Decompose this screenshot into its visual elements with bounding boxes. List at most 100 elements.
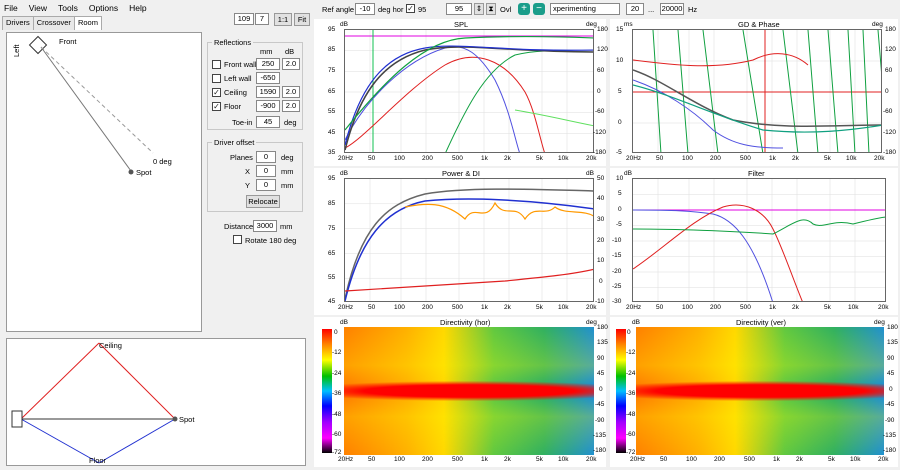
- planes-label: Planes: [230, 153, 253, 162]
- power-yl-tick: 45: [328, 298, 336, 305]
- relocate-button[interactable]: Relocate: [246, 195, 280, 208]
- x-tick: 500: [744, 456, 755, 463]
- x-tick: 200: [714, 456, 725, 463]
- dir-yr-tick: 90: [887, 355, 895, 362]
- x-tick: 50: [368, 304, 376, 311]
- freq-max-field[interactable]: 20000: [660, 3, 684, 15]
- minus-icon[interactable]: −: [533, 3, 545, 15]
- x-unit: mm: [281, 167, 294, 176]
- x-tick: 50: [656, 155, 664, 162]
- x-tick: 1k: [481, 155, 488, 162]
- floor-checkbox[interactable]: ✓: [212, 102, 221, 111]
- front-wall-mm-field[interactable]: 250: [256, 58, 280, 70]
- dir-hor-unit-left: dB: [340, 319, 348, 326]
- plus-icon[interactable]: +: [518, 3, 530, 15]
- filter-title: Filter: [748, 169, 765, 178]
- tab-room[interactable]: Room: [73, 16, 102, 30]
- project-name-field[interactable]: xperimenting: [550, 3, 620, 15]
- gd-yl-tick: -5: [616, 149, 622, 156]
- menu-view[interactable]: View: [28, 3, 47, 13]
- gd-yr-tick: -60: [883, 108, 893, 115]
- front-wall-checkbox[interactable]: [212, 60, 221, 69]
- menu-options[interactable]: Options: [88, 3, 119, 13]
- scale-tick: -48: [626, 411, 636, 418]
- spl-yl-tick: 35: [328, 149, 336, 156]
- ceiling-db-field[interactable]: 2.0: [282, 86, 300, 98]
- x-tick: 20Hz: [630, 456, 646, 463]
- tab-crossover[interactable]: Crossover: [32, 16, 75, 30]
- tab-drivers[interactable]: Drivers: [2, 16, 34, 30]
- x-tick: 20Hz: [626, 155, 642, 162]
- spl-yl-tick: 45: [328, 129, 336, 136]
- scale-tick: -60: [626, 431, 636, 438]
- rotate-checkbox[interactable]: [233, 235, 242, 244]
- x-tick: 2k: [504, 456, 511, 463]
- floor-mm-field[interactable]: -900: [256, 100, 280, 112]
- dir-ver-colorbar: [616, 329, 626, 453]
- gd-unit-left: ms: [624, 21, 633, 28]
- freq-min-field[interactable]: 20: [626, 3, 644, 15]
- directivity-ver-chart[interactable]: Directivity (ver) dB deg 0 -12 -24 -36 -…: [610, 317, 898, 467]
- zoom-b-field[interactable]: 7: [255, 13, 269, 25]
- fit-button[interactable]: Fit: [294, 13, 310, 26]
- range-dots: ...: [648, 5, 655, 14]
- gd-unit-right: deg: [872, 21, 883, 28]
- filter-chart[interactable]: Filter dB 10 5 0 -5 -10 -15 -20 -25 -30 …: [610, 168, 898, 315]
- spot-marker: [128, 169, 134, 175]
- ref-angle-field[interactable]: -10: [355, 3, 375, 15]
- menu-tools[interactable]: Tools: [57, 3, 78, 13]
- gd-phase-chart[interactable]: GD & Phase ms deg 15 10 5 0 -5 180 120 6…: [610, 19, 898, 166]
- directivity-hor-chart[interactable]: Directivity (hor) dB deg 0 -12 -24 -36 -…: [314, 317, 608, 467]
- mm-col-label: mm: [260, 47, 273, 56]
- filter-x-axis: 20Hz 50 100 200 500 1k 2k 5k 10k 20k: [626, 304, 896, 314]
- floor-db-field[interactable]: 2.0: [282, 100, 300, 112]
- hourglass-icon[interactable]: ⧗: [486, 3, 496, 15]
- dir-yr-tick: 0: [889, 386, 893, 393]
- power-yr-tick: 50: [597, 175, 605, 182]
- x-tick: 200: [422, 304, 433, 311]
- dir-ver-x-axis: 20Hz 50 100 200 500 1k 2k 5k 10k 20k: [630, 456, 898, 466]
- front-wall-db-field[interactable]: 2.0: [282, 58, 300, 70]
- spl-chart[interactable]: SPL dB deg 95 85 75 65 55 45 35 180 120: [314, 19, 608, 166]
- scale-tick: -12: [626, 349, 636, 356]
- rotate-label: Rotate 180 deg: [245, 236, 297, 245]
- dir-ver-title: Directivity (ver): [736, 318, 786, 327]
- spl-unit-right: deg: [586, 21, 597, 28]
- db-col-label: dB: [285, 47, 295, 56]
- zoom-a-field[interactable]: 109: [234, 13, 254, 25]
- toe-in-field[interactable]: 45: [256, 116, 280, 128]
- x-tick: 20k: [878, 456, 889, 463]
- x-tick: 500: [452, 456, 463, 463]
- x-tick: 1k: [769, 155, 776, 162]
- y-offset-field[interactable]: 0: [256, 179, 276, 191]
- scale-tick: 0: [627, 329, 631, 336]
- gd-x-axis: 20Hz 50 100 200 500 1k 2k 5k 10k 20k: [626, 155, 896, 165]
- x-offset-field[interactable]: 0: [256, 165, 276, 177]
- filter-unit-left: dB: [624, 170, 632, 177]
- left-wall-checkbox[interactable]: [212, 74, 221, 83]
- gd-yl-tick: 10: [616, 57, 624, 64]
- left-wall-mm-field[interactable]: -650: [256, 72, 280, 84]
- ceiling-mm-field[interactable]: 1590: [256, 86, 280, 98]
- spin-updown-icon[interactable]: ⇕: [474, 3, 484, 15]
- spl-max-checkbox[interactable]: ✓: [406, 4, 415, 13]
- menu-help[interactable]: Help: [129, 3, 147, 13]
- spl-x-axis: 20Hz 50 100 200 500 1k 2k 5k 10k 20k: [338, 155, 608, 165]
- power-di-chart[interactable]: Power & DI dB dB 95 85 75 65 55 45 50 40…: [314, 168, 606, 315]
- menu-file[interactable]: File: [4, 3, 18, 13]
- x-tick: 10k: [846, 155, 857, 162]
- planes-field[interactable]: 0: [256, 151, 276, 163]
- spl-max-field[interactable]: 95: [446, 3, 472, 15]
- ceiling-checkbox[interactable]: ✓: [212, 88, 221, 97]
- room-top-view[interactable]: Front Left 0 deg Spot: [6, 32, 202, 332]
- room-side-view[interactable]: Ceiling Floor Spot: [6, 338, 306, 466]
- filter-yl-tick: 0: [618, 206, 622, 213]
- ref-angle-label: Ref angle: [322, 5, 355, 14]
- dir-ver-unit-right: deg: [874, 319, 885, 326]
- ratio-button[interactable]: 1:1: [274, 13, 292, 26]
- x-tick: 5k: [824, 304, 831, 311]
- distance-field[interactable]: 3000: [253, 220, 277, 232]
- power-yr-tick: 0: [599, 278, 603, 285]
- dir-hor-x-axis: 20Hz 50 100 200 500 1k 2k 5k 10k 20k: [338, 456, 608, 466]
- x-tick: 5k: [536, 304, 543, 311]
